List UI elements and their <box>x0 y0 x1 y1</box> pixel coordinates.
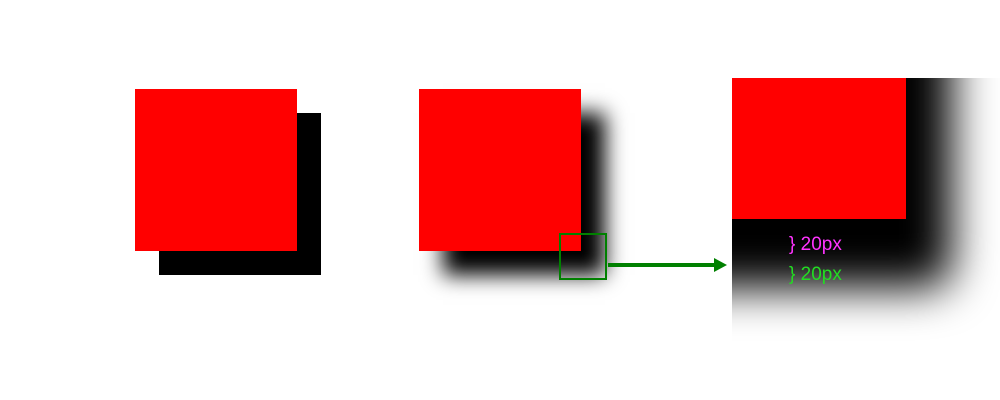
blur-measure-label-2: } 20px <box>789 264 842 285</box>
zoomed-shadow-detail <box>732 78 1000 350</box>
zoom-focus-rectangle <box>559 233 607 280</box>
red-square-hard-shadow <box>135 89 297 251</box>
blur-measure-label-1: } 20px <box>789 234 842 255</box>
arrow-head <box>714 258 727 272</box>
zoomed-red-square <box>732 78 906 219</box>
red-square-blurred-shadow <box>419 89 581 251</box>
